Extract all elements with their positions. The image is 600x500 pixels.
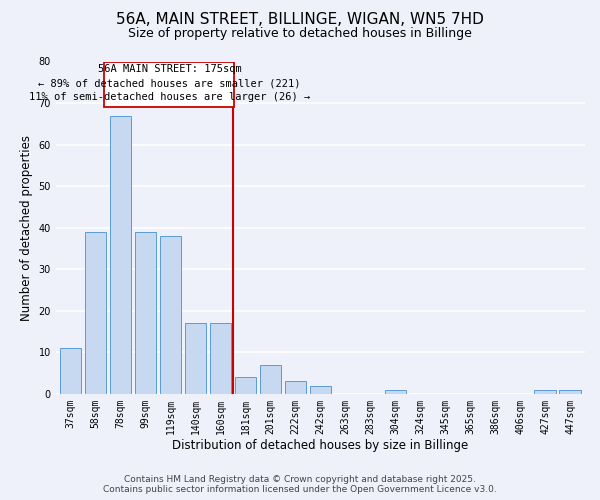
Text: 56A, MAIN STREET, BILLINGE, WIGAN, WN5 7HD: 56A, MAIN STREET, BILLINGE, WIGAN, WN5 7… bbox=[116, 12, 484, 28]
Bar bbox=[160, 236, 181, 394]
Bar bbox=[110, 116, 131, 394]
Bar bbox=[85, 232, 106, 394]
Bar bbox=[235, 377, 256, 394]
FancyBboxPatch shape bbox=[104, 62, 234, 107]
Text: 11% of semi-detached houses are larger (26) →: 11% of semi-detached houses are larger (… bbox=[29, 92, 310, 102]
Bar bbox=[385, 390, 406, 394]
Y-axis label: Number of detached properties: Number of detached properties bbox=[20, 134, 33, 320]
Bar bbox=[285, 382, 306, 394]
Text: Size of property relative to detached houses in Billinge: Size of property relative to detached ho… bbox=[128, 28, 472, 40]
Bar bbox=[210, 323, 231, 394]
Text: ← 89% of detached houses are smaller (221): ← 89% of detached houses are smaller (22… bbox=[38, 79, 301, 89]
X-axis label: Distribution of detached houses by size in Billinge: Distribution of detached houses by size … bbox=[172, 440, 469, 452]
Bar bbox=[535, 390, 556, 394]
Bar bbox=[260, 365, 281, 394]
Bar bbox=[135, 232, 156, 394]
Bar bbox=[60, 348, 82, 394]
Text: 56A MAIN STREET: 175sqm: 56A MAIN STREET: 175sqm bbox=[98, 64, 241, 74]
Text: Contains HM Land Registry data © Crown copyright and database right 2025.
Contai: Contains HM Land Registry data © Crown c… bbox=[103, 474, 497, 494]
Bar bbox=[310, 386, 331, 394]
Bar bbox=[185, 323, 206, 394]
Bar bbox=[559, 390, 581, 394]
